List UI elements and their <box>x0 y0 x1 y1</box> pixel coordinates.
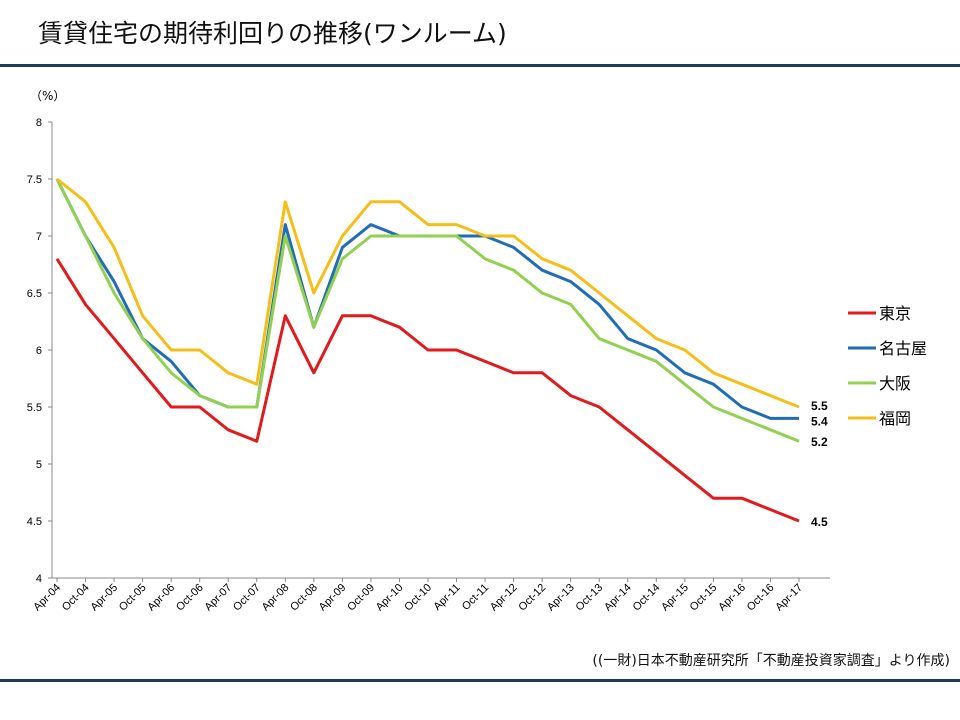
x-tick-label: Apr-10 <box>374 582 406 614</box>
y-tick-label: 5.5 <box>27 402 42 414</box>
x-tick-label: Oct-16 <box>745 582 777 614</box>
series-line-3 <box>55 178 800 443</box>
page-title: 賃貸住宅の期待利回りの推移(ワンルーム) <box>38 19 507 48</box>
x-tick-label: Apr-05 <box>88 582 120 614</box>
x-tick-label: Apr-13 <box>545 582 577 614</box>
legend-label: 東京 <box>879 304 911 323</box>
legend-label: 大阪 <box>879 374 911 393</box>
series-end-label: 5.4 <box>811 414 828 428</box>
bottom-divider <box>0 679 960 682</box>
top-divider <box>0 64 960 67</box>
y-tick-label: 7.5 <box>27 174 42 186</box>
x-tick-label: Oct-08 <box>288 582 320 614</box>
legend-label: 福岡 <box>879 409 911 428</box>
series-line-4 <box>56 177 800 409</box>
x-tick-label: Oct-04 <box>60 582 92 614</box>
y-tick-label: 6.5 <box>27 288 42 300</box>
x-tick-label: Apr-11 <box>431 582 462 613</box>
series-end-labels: 4.5 5.4 5.2 5.5 <box>811 399 828 529</box>
legend-label: 名古屋 <box>879 339 927 358</box>
y-tick-labels: 4 4.5 5 5.5 6 6.5 7 7.5 8 <box>27 117 42 585</box>
x-tick-label: Oct-14 <box>631 582 663 614</box>
y-tick-label: 6 <box>36 345 42 357</box>
x-tick-label: Apr-14 <box>602 582 634 614</box>
x-tick-label: Apr-16 <box>716 582 748 614</box>
chart-axes <box>48 121 830 582</box>
y-tick-label: 5 <box>36 459 42 471</box>
y-tick-label: 7 <box>36 231 42 243</box>
x-tick-label: Apr-17 <box>773 582 805 614</box>
series-lines <box>55 177 800 523</box>
x-tick-label: Oct-13 <box>574 582 606 614</box>
series-line-1 <box>55 258 800 523</box>
series-end-label: 5.2 <box>811 435 828 449</box>
series-end-label: 4.5 <box>811 515 828 529</box>
y-axis-unit-label: （%） <box>30 89 65 103</box>
x-tick-label: Apr-08 <box>260 582 292 614</box>
x-tick-labels: Apr-04Oct-04Apr-05Oct-05Apr-06Oct-06Apr-… <box>31 582 805 614</box>
y-tick-label: 4.5 <box>27 516 42 528</box>
x-tick-label: Apr-07 <box>203 582 235 614</box>
x-tick-label: Apr-15 <box>659 582 691 614</box>
x-tick-label: Oct-05 <box>117 582 149 614</box>
x-tick-label: Apr-04 <box>31 582 63 614</box>
series-end-label: 5.5 <box>811 399 828 413</box>
x-tick-label: Oct-06 <box>174 582 206 614</box>
x-tick-label: Apr-12 <box>488 582 520 614</box>
y-tick-label: 8 <box>36 117 42 129</box>
source-note: ((一財)日本不動産研究所「不動産投資家調査」より作成) <box>592 653 950 669</box>
x-tick-label: Apr-06 <box>145 582 177 614</box>
x-tick-label: Oct-07 <box>231 582 263 614</box>
series-line-2 <box>55 178 799 420</box>
y-tick-label: 4 <box>36 573 42 585</box>
x-tick-label: Oct-09 <box>345 582 377 614</box>
x-tick-label: Oct-12 <box>516 582 548 614</box>
x-tick-label: Apr-09 <box>317 582 349 614</box>
x-tick-label: Oct-10 <box>402 582 434 614</box>
x-tick-label: Oct-15 <box>688 582 720 614</box>
x-tick-label: Oct-11 <box>460 582 491 613</box>
